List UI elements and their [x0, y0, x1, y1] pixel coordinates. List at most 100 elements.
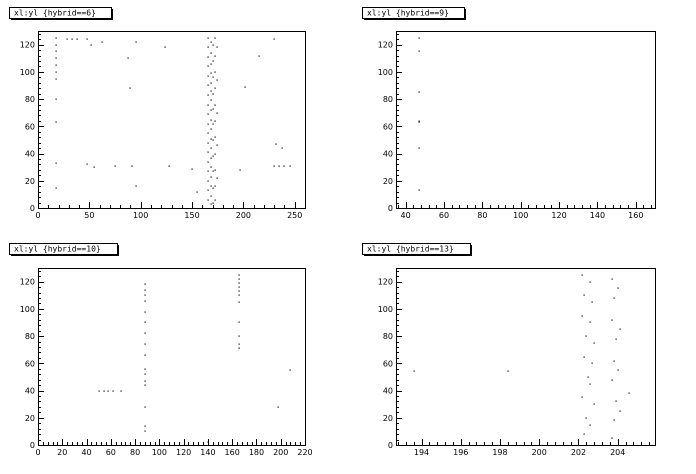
data-point [418, 91, 420, 93]
data-point [55, 64, 57, 66]
data-point [210, 52, 212, 54]
data-point [144, 294, 146, 296]
x-tick-label: 194 [414, 448, 429, 457]
data-point [238, 301, 240, 303]
y-tick-label: 80 [25, 332, 35, 341]
data-point [135, 41, 137, 43]
plot-title-text: xl:yl {hybrid==9} [367, 9, 449, 18]
data-point [207, 46, 209, 48]
data-point [144, 373, 146, 375]
data-point [144, 368, 146, 370]
data-point [71, 38, 73, 40]
x-tick-label: 200 [273, 448, 288, 457]
title-box [362, 243, 471, 255]
data-point [507, 370, 509, 372]
title-box [9, 243, 118, 255]
data-point [212, 93, 214, 95]
data-point [289, 369, 291, 371]
data-point [244, 86, 246, 88]
data-point [216, 79, 218, 81]
data-point [207, 151, 209, 153]
data-point [210, 72, 212, 74]
x-tick-label: 196 [453, 448, 468, 457]
y-tick-label: 20 [25, 177, 35, 186]
data-point [273, 165, 275, 167]
x-tick-label: 120 [551, 211, 566, 220]
data-point [212, 108, 214, 110]
data-point [283, 165, 285, 167]
plot-title: xl:yl {hybrid==6} [9, 7, 113, 20]
data-point [164, 46, 166, 48]
data-point [418, 147, 420, 149]
data-points [55, 37, 291, 205]
x-tick-label: 0 [35, 211, 40, 220]
plot-title: xl:yl {hybrid==13} [362, 243, 472, 256]
data-point [238, 278, 240, 280]
data-point [589, 424, 591, 426]
scatter-plot-3: xl:yl {hybrid==10} 0 20 40 60 80 100 120 140 160 1… [9, 243, 313, 457]
data-point [214, 104, 216, 106]
data-point [214, 153, 216, 155]
data-point [583, 433, 585, 435]
scatter-plot-2: xl:yl {hybrid==9} 40 60 80 100 120 140 160 0 20 40… [362, 7, 656, 220]
plot-frame [38, 268, 306, 446]
data-point [55, 187, 57, 189]
x-tick-label: 198 [492, 448, 507, 457]
data-point [214, 87, 216, 89]
data-point [55, 50, 57, 52]
data-point [103, 390, 105, 392]
y-tick-label: 80 [383, 95, 393, 104]
y-tick-label: 20 [383, 414, 393, 423]
y-tick-label: 120 [20, 278, 35, 287]
x-tick-label: 100 [133, 211, 148, 220]
data-point [628, 392, 630, 394]
data-point [619, 328, 621, 330]
plot-title-text: xl:yl {hybrid==6} [14, 9, 96, 18]
data-point [275, 143, 277, 145]
x-tick-label: 40 [81, 448, 91, 457]
data-point [144, 300, 146, 302]
data-point [281, 147, 283, 149]
data-point [239, 169, 241, 171]
data-point [591, 301, 593, 303]
data-point [418, 121, 420, 123]
data-point [273, 38, 275, 40]
y-tick-label: 80 [25, 95, 35, 104]
data-point [216, 112, 218, 114]
data-point [55, 162, 57, 164]
plot-frame [396, 31, 656, 209]
y-tick-label: 40 [25, 387, 35, 396]
data-point [238, 290, 240, 292]
plot-frame [396, 268, 656, 446]
y-tick-label: 0 [30, 441, 35, 450]
x-tick-label: 60 [106, 448, 116, 457]
y-tick-label: 100 [20, 68, 35, 77]
plot-title: xl:yl {hybrid==9} [362, 7, 466, 20]
data-point [593, 342, 595, 344]
title-box [9, 7, 112, 19]
data-point [613, 297, 615, 299]
data-point [613, 419, 615, 421]
data-point [615, 400, 617, 402]
data-point [212, 187, 214, 189]
data-point [258, 55, 260, 57]
y-tick-label: 20 [25, 414, 35, 423]
data-point [611, 379, 613, 381]
y-tick-label: 60 [383, 122, 393, 131]
x-tick-label: 202 [571, 448, 586, 457]
data-point [207, 161, 209, 163]
y-tick-label: 100 [20, 305, 35, 314]
data-point [131, 165, 133, 167]
data-point [207, 84, 209, 86]
data-point [214, 71, 216, 73]
data-point [207, 180, 209, 182]
data-point [93, 166, 95, 168]
data-point [55, 78, 57, 80]
data-points [413, 274, 630, 439]
data-point [587, 376, 589, 378]
data-point [210, 138, 212, 140]
data-point [619, 410, 621, 412]
data-point [144, 354, 146, 356]
data-point [144, 283, 146, 285]
data-point [144, 380, 146, 382]
